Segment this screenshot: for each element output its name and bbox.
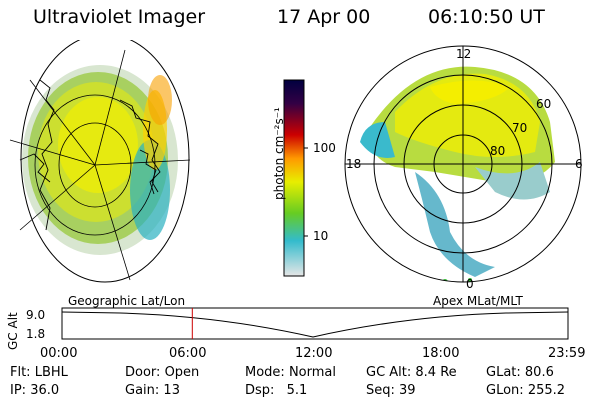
status-door-value: Open — [164, 365, 200, 380]
app-title: Ultraviolet Imager — [33, 6, 206, 28]
status-ip-value: 36.0 — [30, 383, 60, 398]
status-glat: GLat: 80.6 — [486, 365, 554, 380]
status-ip-key: IP: — [10, 383, 27, 398]
status-glon-value: 255.2 — [527, 383, 566, 398]
status-gc-alt: GC Alt: 8.4 Re — [366, 365, 457, 380]
lat-label-60: 60 — [536, 97, 552, 111]
status-gc-alt-key: GC Alt: — [366, 365, 412, 380]
status-dsp-key: Dsp: — [245, 383, 275, 398]
status-dsp-value: 5.1 — [286, 383, 308, 398]
header-time: 06:10:50 UT — [428, 6, 545, 28]
timeline-x-tick-2359: 23:59 — [548, 346, 586, 361]
status-gc-alt-value: 8.4 Re — [415, 365, 457, 380]
timeline-y-tick-high: 9.0 — [26, 308, 46, 322]
mlt-label-12: 12 — [456, 47, 472, 61]
mlt-label-6: 6 — [575, 157, 583, 171]
status-mode-key: Mode: — [245, 365, 285, 380]
geographic-image — [9, 40, 191, 283]
timeline-x-tick-0600: 06:00 — [169, 346, 207, 361]
timeline-right-title: Apex MLat/MLT — [433, 294, 523, 308]
colorbar-scale — [283, 79, 305, 277]
status-filter-key: Flt: — [10, 365, 31, 380]
status-filter: Flt: LBHL — [10, 365, 68, 380]
lat-label-70: 70 — [512, 121, 528, 135]
status-seq: Seq: 39 — [366, 383, 416, 398]
status-seq-key: Seq: — [366, 383, 395, 398]
status-door-key: Door: — [125, 365, 161, 380]
timeline-frame — [61, 307, 569, 340]
mlt-label-18: 18 — [346, 157, 362, 171]
timeline-y-tick-low: 1.8 — [26, 327, 46, 341]
status-dsp: Dsp: 5.1 — [245, 383, 307, 398]
status-door: Door: Open — [125, 365, 199, 380]
status-gain-value: 13 — [163, 383, 180, 398]
status-seq-value: 39 — [399, 383, 416, 398]
timeline-x-tick-1200: 12:00 — [295, 346, 333, 361]
status-gain: Gain: 13 — [125, 383, 180, 398]
timeline-axis-label: GC Alt — [6, 312, 20, 350]
lat-label-80: 80 — [490, 144, 506, 158]
status-glat-key: GLat: — [486, 365, 521, 380]
status-mode: Mode: Normal — [245, 365, 336, 380]
header-date: 17 Apr 00 — [277, 6, 371, 28]
status-gain-key: Gain: — [125, 383, 160, 398]
altitude-curve — [61, 311, 569, 338]
colorbar-tick-100: 100 — [313, 141, 336, 155]
timeline-plot[interactable] — [60, 306, 572, 342]
timeline-x-tick-1800: 18:00 — [422, 346, 460, 361]
timeline-x-tick-0000: 00:00 — [40, 346, 78, 361]
colorbar-tick-10: 10 — [313, 229, 329, 243]
status-glon: GLon: 255.2 — [486, 383, 565, 398]
status-mode-value: Normal — [288, 365, 336, 380]
colorbar — [283, 79, 308, 277]
status-ip: IP: 36.0 — [10, 383, 59, 398]
colorbar-unit-label: photon cm⁻²s⁻¹ — [272, 107, 286, 200]
status-glat-value: 80.6 — [524, 365, 554, 380]
status-glon-key: GLon: — [486, 383, 524, 398]
mlt-label-0: 0 — [466, 277, 474, 291]
polar-plot — [344, 45, 582, 283]
status-filter-value: LBHL — [34, 365, 68, 380]
timeline-left-title: Geographic Lat/Lon — [68, 294, 186, 308]
